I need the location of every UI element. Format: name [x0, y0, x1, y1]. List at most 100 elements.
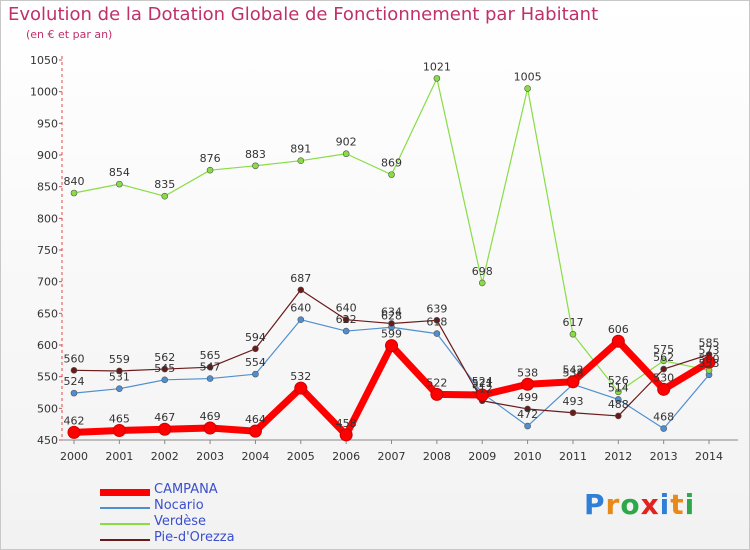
data-point: [116, 367, 123, 375]
data-label: 594: [245, 331, 266, 344]
data-label: 554: [245, 356, 266, 369]
data-label: 493: [562, 395, 583, 408]
data-point: [158, 422, 172, 436]
data-point: [252, 345, 259, 353]
x-tick-label: 2011: [559, 450, 587, 463]
data-label: 640: [336, 302, 357, 315]
y-tick-label: 650: [37, 307, 58, 320]
y-tick-label: 800: [37, 212, 58, 225]
data-label: 559: [109, 353, 130, 366]
y-tick-label: 950: [37, 117, 58, 130]
data-point: [660, 365, 667, 373]
data-label: 1021: [423, 60, 451, 73]
data-label: 547: [200, 361, 221, 374]
data-label: 869: [381, 157, 402, 170]
x-tick-label: 2001: [105, 450, 133, 463]
y-tick-label: 850: [37, 181, 58, 194]
data-label: 618: [426, 316, 447, 329]
x-tick-label: 2009: [468, 450, 496, 463]
data-point: [161, 365, 169, 373]
data-point: [112, 424, 126, 437]
data-label: 622: [336, 313, 357, 326]
data-point: [203, 421, 217, 435]
data-point: [252, 370, 259, 378]
data-label: 585: [699, 337, 720, 350]
y-tick-label: 550: [37, 371, 58, 384]
data-label: 469: [200, 410, 221, 423]
data-label: 876: [200, 152, 221, 165]
data-label: 512: [472, 383, 493, 396]
data-label: 521: [472, 377, 493, 390]
data-label: 524: [64, 375, 85, 388]
y-tick-label: 600: [37, 339, 58, 352]
data-point: [521, 377, 535, 391]
data-point: [660, 357, 667, 365]
x-tick-label: 2005: [287, 450, 315, 463]
data-point: [615, 412, 622, 420]
data-point: [161, 192, 169, 200]
y-tick-label: 700: [37, 276, 58, 289]
y-tick-label: 1000: [30, 86, 58, 99]
data-point: [657, 382, 671, 396]
x-tick-label: 2007: [378, 450, 406, 463]
data-label: 524: [472, 375, 493, 388]
data-label: 902: [336, 136, 357, 149]
data-label: 538: [562, 366, 583, 379]
chart-subtitle: (en € et par an): [26, 28, 113, 41]
chart-title: Evolution de la Dotation Globale de Fonc…: [8, 4, 599, 25]
proxiti-logo: Proxiti: [584, 488, 696, 521]
data-label: 854: [109, 166, 130, 179]
data-label: 462: [64, 414, 85, 427]
data-label: 538: [517, 366, 538, 379]
data-point: [615, 388, 622, 396]
data-label: 617: [562, 316, 583, 329]
data-label: 531: [109, 371, 130, 384]
legend-label: Pie-d'Orezza: [154, 530, 235, 545]
data-label: 698: [472, 265, 493, 278]
legend-label: Nocario: [154, 498, 204, 513]
data-label: 639: [426, 302, 447, 315]
data-point: [433, 75, 441, 82]
x-tick-label: 2012: [604, 450, 632, 463]
data-point: [116, 385, 123, 393]
x-tick-label: 2004: [241, 450, 269, 463]
data-point: [70, 189, 78, 197]
data-label: 562: [653, 351, 674, 364]
y-tick-label: 900: [37, 149, 58, 162]
data-label: 522: [426, 376, 447, 389]
data-point: [206, 363, 214, 371]
data-label: 634: [381, 305, 402, 318]
data-point: [342, 327, 350, 335]
data-point: [566, 375, 580, 389]
data-label: 526: [608, 374, 629, 387]
x-tick-label: 2002: [151, 450, 179, 463]
y-tick-label: 1050: [30, 54, 58, 67]
x-tick-label: 2008: [423, 450, 451, 463]
data-label: 562: [154, 351, 175, 364]
data-label: 545: [154, 362, 175, 375]
data-point: [615, 396, 622, 403]
data-label: 606: [608, 323, 629, 336]
data-label: 883: [245, 148, 266, 161]
data-point: [297, 316, 305, 323]
chart-axes: 450 500 550 600 650 700 750 800 850 900 950 1000 105…: [30, 54, 738, 463]
data-label: 464: [245, 413, 266, 426]
legend-label: Verdèse: [154, 514, 207, 529]
data-label: 575: [653, 343, 674, 356]
data-point: [702, 355, 716, 369]
data-point: [385, 339, 399, 353]
line-chart: 450 500 550 600 650 700 750 800 850 900 950 1000 105…: [30, 54, 738, 463]
legend-swatch: [100, 507, 150, 509]
data-label: 560: [699, 352, 720, 365]
data-label: 532: [290, 370, 311, 383]
data-point: [475, 388, 489, 402]
data-point: [342, 316, 350, 323]
x-tick-label: 2010: [514, 450, 542, 463]
data-label: 640: [290, 302, 311, 315]
data-label: 553: [699, 357, 720, 370]
data-point: [248, 424, 262, 438]
data-label: 565: [200, 349, 221, 362]
data-point: [116, 180, 123, 188]
data-point: [206, 375, 214, 382]
data-label: 468: [653, 411, 674, 424]
